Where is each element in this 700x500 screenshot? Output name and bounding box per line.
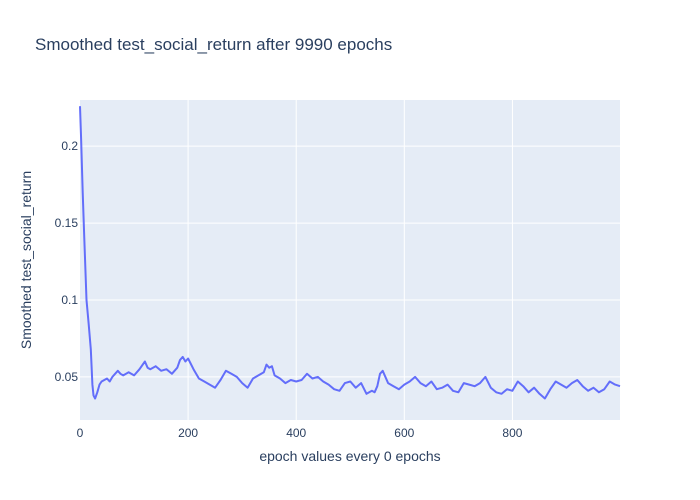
- x-tick-label: 200: [178, 426, 198, 440]
- x-tick-label: 800: [502, 426, 522, 440]
- x-tick-label: 600: [394, 426, 414, 440]
- y-tick-label: 0.05: [55, 370, 79, 384]
- y-axis-title: Smoothed test_social_return: [18, 171, 34, 349]
- x-tick-label: 0: [77, 426, 84, 440]
- chart-title: Smoothed test_social_return after 9990 e…: [35, 35, 392, 54]
- y-tick-label: 0.2: [61, 139, 78, 153]
- axis-ticks: 0 200 400 600 800 0.05 0.1 0.15 0.2: [55, 139, 523, 440]
- plot-area: [80, 100, 620, 420]
- y-tick-label: 0.1: [61, 293, 78, 307]
- grid-lines: [80, 100, 620, 420]
- y-tick-label: 0.15: [55, 216, 79, 230]
- x-tick-label: 400: [286, 426, 306, 440]
- series-lines: [79, 106, 621, 400]
- x-axis-title: epoch values every 0 epochs: [259, 448, 440, 464]
- series-line: [79, 106, 621, 400]
